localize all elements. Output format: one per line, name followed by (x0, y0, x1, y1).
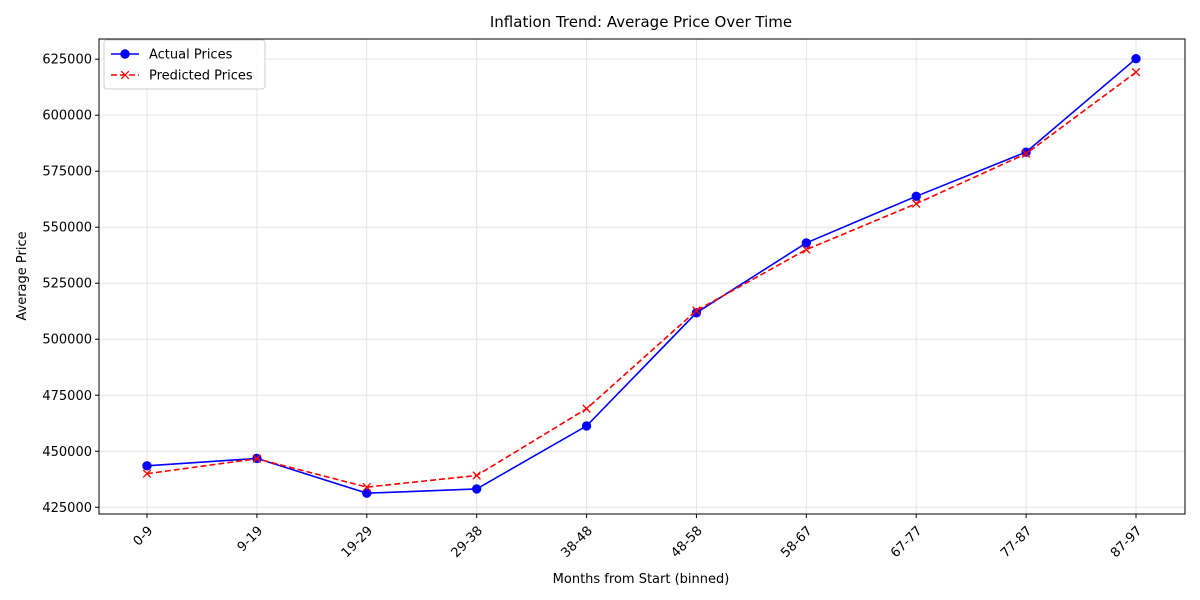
y-tick-label: 600000 (42, 109, 92, 124)
predicted-prices-point (252, 454, 262, 463)
x-tick-label: 58-67 (778, 524, 815, 561)
legend-actual-prices-point (120, 49, 130, 59)
x-tick-label: 19-29 (339, 524, 376, 561)
x-tick-label: 67-77 (888, 524, 925, 561)
legend-box (103, 39, 266, 90)
x-tick-label: 87-97 (1108, 524, 1145, 561)
grid (99, 39, 1185, 514)
x-tick-label: 38-48 (558, 524, 595, 561)
actual-prices-point (362, 488, 372, 498)
predicted-prices-point (911, 199, 921, 208)
series-layer (142, 54, 1141, 498)
legend-label: Actual Prices (149, 48, 233, 63)
y-axis: 425000 450000 475000 500000 525000 550000 5750… (42, 53, 99, 516)
predicted-prices-series (142, 67, 1141, 492)
legend-predicted-prices-point (120, 70, 130, 80)
x-axis-title: Months from Start (binned) (553, 572, 730, 587)
predicted-prices-point (142, 469, 152, 478)
x-axis: 0-9 9-19 19-29 29-38 38-48 48-58 58-67 67-77 77-… (131, 514, 1145, 561)
predicted-prices-line (146, 71, 1137, 488)
y-axis-title: Average Price (15, 231, 30, 320)
x-tick-label: 0-9 (131, 524, 157, 550)
x-tick-label: 77-87 (998, 524, 1035, 561)
y-tick-label: 525000 (42, 277, 92, 292)
actual-prices-point (911, 191, 921, 201)
plot-frame (98, 38, 1186, 515)
x-tick-label: 9-19 (235, 524, 266, 555)
legend-entry-predicted-prices: Predicted Prices (111, 69, 253, 84)
predicted-prices-point (1131, 67, 1141, 77)
legend-label: Predicted Prices (149, 69, 253, 84)
actual-prices-point (471, 484, 482, 494)
legend-entry-actual-prices: Actual Prices (111, 48, 233, 63)
actual-prices-point (581, 421, 592, 431)
x-tick-label: 29-38 (449, 524, 486, 561)
x-tick-label: 48-58 (668, 524, 705, 561)
actual-prices-point (691, 308, 702, 318)
y-tick-label: 450000 (42, 445, 92, 460)
chart-title: Inflation Trend: Average Price Over Time (490, 13, 792, 31)
y-tick-label: 550000 (42, 221, 92, 236)
y-tick-label: 575000 (42, 165, 92, 180)
y-tick-label: 625000 (42, 53, 92, 68)
actual-prices-series (142, 54, 1141, 498)
legend: Actual Prices Predicted Prices (103, 39, 266, 90)
predicted-prices-point (692, 306, 701, 315)
actual-prices-point (1131, 54, 1141, 64)
predicted-prices-point (1021, 149, 1031, 158)
y-tick-label: 425000 (42, 501, 92, 516)
predicted-prices-point (582, 404, 591, 413)
predicted-prices-point (802, 245, 811, 254)
predicted-prices-point (472, 471, 481, 480)
actual-prices-point (142, 461, 152, 471)
actual-prices-line (146, 58, 1137, 495)
predicted-prices-point (362, 482, 372, 492)
y-tick-label: 500000 (42, 333, 92, 348)
actual-prices-point (801, 238, 812, 248)
y-tick-label: 475000 (42, 389, 92, 404)
